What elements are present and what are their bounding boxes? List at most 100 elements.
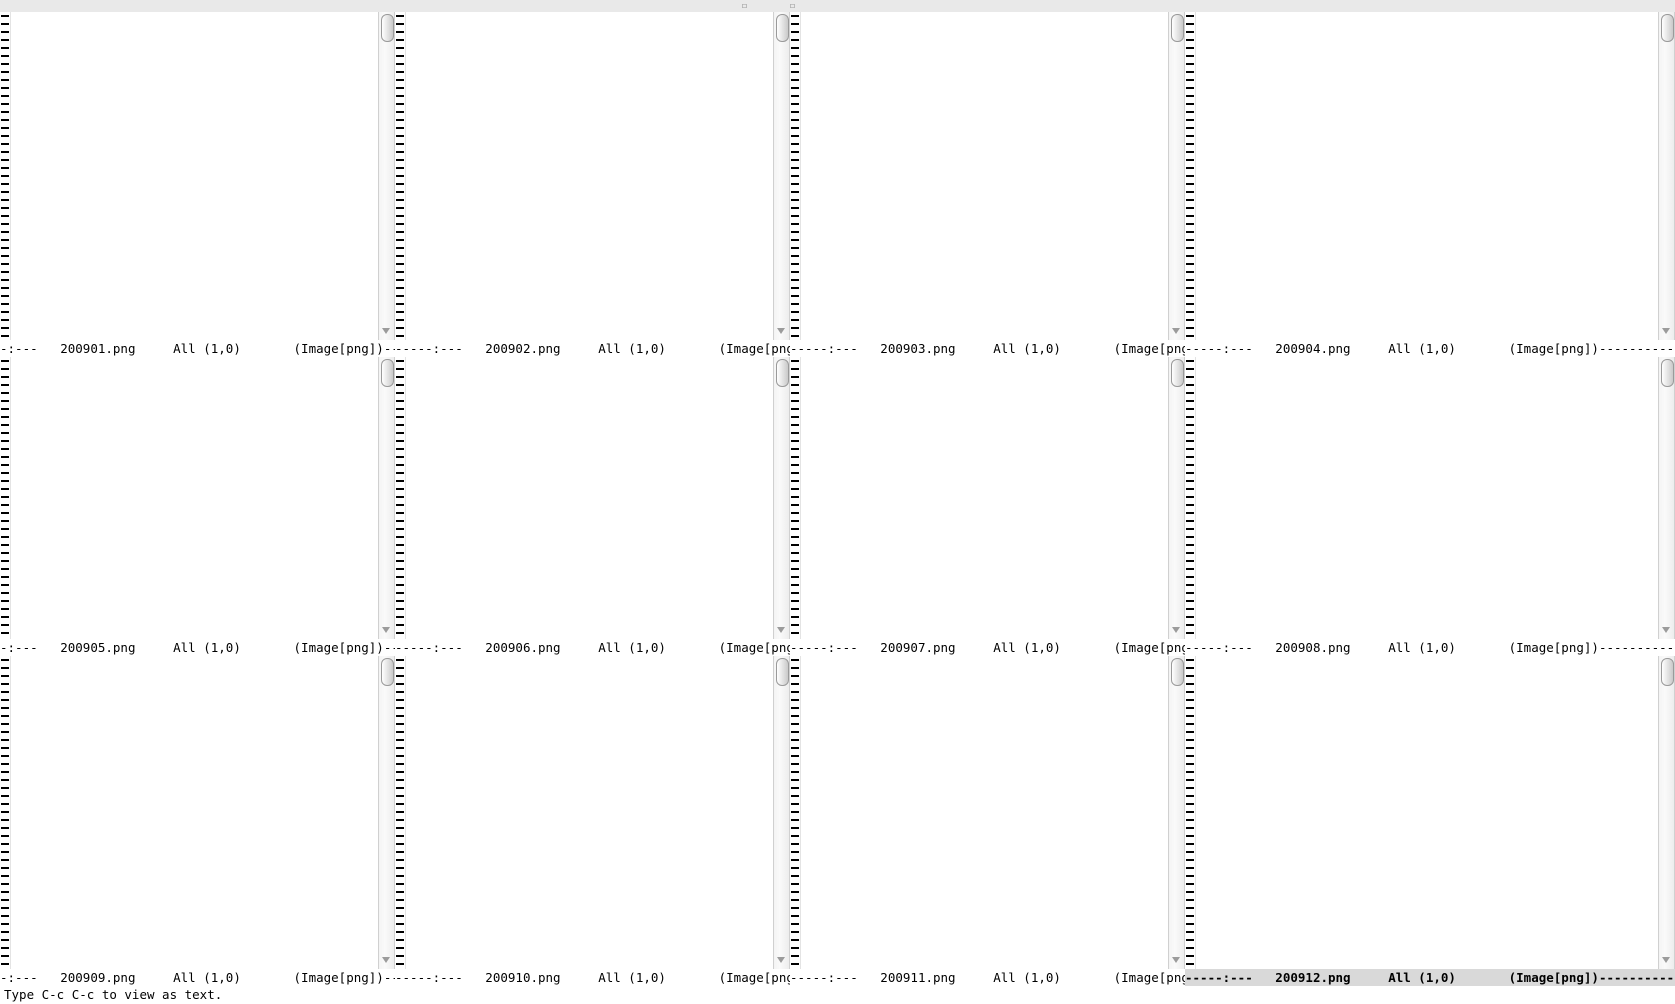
vertical-scrollbar[interactable] [773,656,790,969]
emacs-window-200911[interactable] [790,656,1185,986]
modeline-mode: (Image[png]) [1113,640,1185,655]
modeline-200909[interactable]: -:--- 200909.png All (1,0) (Image[png])-… [0,969,395,986]
modeline-filler: ---------------------- [383,640,395,655]
scrollbar-thumb[interactable] [381,658,394,686]
scroll-down-arrow[interactable] [777,957,785,963]
image-canvas [405,656,774,969]
emacs-window-200908[interactable] [1185,357,1675,656]
scrollbar-thumb[interactable] [1661,359,1674,387]
modeline-200911[interactable]: -----:--- 200911.png All (1,0) (Image[pn… [790,969,1185,986]
modeline-200910[interactable]: -----:--- 200910.png All (1,0) (Image[pn… [395,969,790,986]
modeline-mode: (Image[png]) [718,970,790,985]
vertical-scrollbar[interactable] [1658,357,1675,639]
modeline-prefix: -----:--- [1185,341,1253,356]
vertical-scrollbar[interactable] [773,357,790,639]
modeline-200908[interactable]: -----:--- 200908.png All (1,0) (Image[pn… [1185,639,1675,656]
modeline-200902[interactable]: -----:--- 200902.png All (1,0) (Image[pn… [395,340,790,357]
scrollbar-thumb[interactable] [381,14,394,42]
vertical-scrollbar[interactable] [378,357,395,639]
modeline-mode: (Image[png]) [1455,640,1599,655]
scroll-down-arrow[interactable] [1662,957,1670,963]
modeline-mode: (Image[png]) [718,640,790,655]
modeline-prefix: -:--- [0,640,38,655]
modeline-filename: 200907.png [857,640,956,655]
modeline-position: All (1,0) [560,341,666,356]
emacs-window-200912[interactable] [1185,656,1675,986]
emacs-window-200906[interactable] [395,357,790,656]
scrollbar-thumb[interactable] [776,658,789,686]
modeline-position: All (1,0) [955,970,1061,985]
modeline-mode: (Image[png]) [240,970,384,985]
modeline-200901[interactable]: -:--- 200901.png All (1,0) (Image[png])-… [0,340,395,357]
modeline-filename: 200912.png [1252,970,1351,985]
scrollbar-thumb[interactable] [776,14,789,42]
vertical-scrollbar[interactable] [378,12,395,340]
vertical-scrollbar[interactable] [1658,12,1675,340]
window-fringe [0,357,10,639]
emacs-window-200904[interactable] [1185,12,1675,357]
scroll-down-arrow[interactable] [382,957,390,963]
vertical-scrollbar[interactable] [1168,357,1185,639]
modeline-prefix: -:--- [0,341,38,356]
vertical-scrollbar[interactable] [773,12,790,340]
emacs-window-200903[interactable] [790,12,1185,357]
window-fringe [790,357,800,639]
modeline-filename: 200911.png [857,970,956,985]
scroll-down-arrow[interactable] [1172,957,1180,963]
window-fringe [1185,12,1195,340]
scrollbar-thumb[interactable] [1661,658,1674,686]
image-canvas [405,357,774,639]
scroll-down-arrow[interactable] [1662,328,1670,334]
modeline-200907[interactable]: -----:--- 200907.png All (1,0) (Image[pn… [790,639,1185,656]
window-fringe [790,656,800,969]
modeline-200912[interactable]: -----:--- 200912.png All (1,0) (Image[pn… [1185,969,1675,986]
modeline-filename: 200905.png [37,640,136,655]
modeline-prefix: -:--- [0,970,38,985]
scroll-down-arrow[interactable] [382,627,390,633]
scroll-down-arrow[interactable] [1172,328,1180,334]
emacs-window-200901[interactable] [0,12,395,357]
modeline-mode: (Image[png]) [1113,970,1185,985]
modeline-prefix: -----:--- [790,341,858,356]
vertical-scrollbar[interactable] [1658,656,1675,969]
scroll-down-arrow[interactable] [1662,627,1670,633]
scrollbar-thumb[interactable] [776,359,789,387]
image-canvas [800,12,1169,340]
modeline-filename: 200904.png [1252,341,1351,356]
minibuffer[interactable]: Type C-c C-c to view as text. [0,986,1675,1004]
modeline-mode: (Image[png]) [718,341,790,356]
modeline-prefix: -----:--- [790,970,858,985]
emacs-window-200902[interactable] [395,12,790,357]
modeline-200906[interactable]: -----:--- 200906.png All (1,0) (Image[pn… [395,639,790,656]
window-fringe [395,12,405,340]
scrollbar-thumb[interactable] [1171,359,1184,387]
image-canvas [1195,357,1659,639]
scroll-down-arrow[interactable] [777,627,785,633]
emacs-window-200909[interactable] [0,656,395,986]
emacs-window-200907[interactable] [790,357,1185,656]
scroll-down-arrow[interactable] [777,328,785,334]
modeline-filename: 200909.png [37,970,136,985]
image-canvas [10,12,379,340]
scroll-down-arrow[interactable] [1172,627,1180,633]
window-fringe [0,12,10,340]
modeline-200903[interactable]: -----:--- 200903.png All (1,0) (Image[pn… [790,340,1185,357]
scrollbar-thumb[interactable] [1171,658,1184,686]
scrollbar-thumb[interactable] [1661,14,1674,42]
vertical-scrollbar[interactable] [1168,656,1185,969]
modeline-200904[interactable]: -----:--- 200904.png All (1,0) (Image[pn… [1185,340,1675,357]
modeline-mode: (Image[png]) [240,341,384,356]
modeline-position: All (1,0) [560,640,666,655]
scroll-down-arrow[interactable] [382,328,390,334]
vertical-scrollbar[interactable] [378,656,395,969]
modeline-mode: (Image[png]) [240,640,384,655]
scrollbar-thumb[interactable] [381,359,394,387]
modeline-position: All (1,0) [135,341,241,356]
vertical-scrollbar[interactable] [1168,12,1185,340]
emacs-window-200910[interactable] [395,656,790,986]
modeline-200905[interactable]: -:--- 200905.png All (1,0) (Image[png])-… [0,639,395,656]
image-canvas [1195,12,1659,340]
modeline-filename: 200908.png [1252,640,1351,655]
emacs-window-200905[interactable] [0,357,395,656]
scrollbar-thumb[interactable] [1171,14,1184,42]
